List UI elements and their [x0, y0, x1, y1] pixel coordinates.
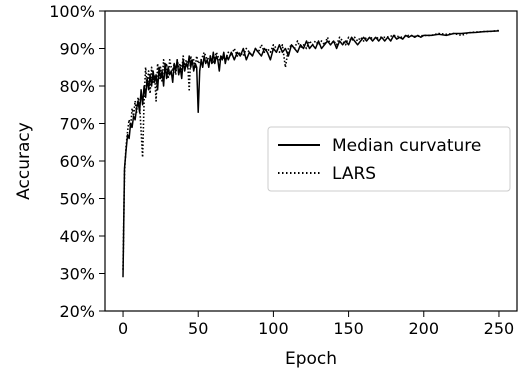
y-tick-label: 90%	[59, 40, 95, 59]
legend-label-lars: LARS	[332, 164, 376, 184]
y-axis-ticks: 20% 30% 40% 50% 60% 70% 80% 90% 100%	[49, 2, 105, 321]
x-tick-label: 150	[333, 319, 364, 338]
x-tick-label: 100	[258, 319, 289, 338]
y-axis-title: Accuracy	[14, 122, 34, 200]
series-line-lars	[122, 29, 500, 270]
legend: Median curvature LARS	[267, 126, 511, 192]
y-tick-label: 40%	[59, 227, 95, 246]
x-tick-label: 50	[188, 319, 208, 338]
legend-box	[267, 126, 511, 192]
y-tick-label: 80%	[59, 77, 95, 96]
x-axis-ticks: 0 50 100 150 200 250	[118, 311, 514, 338]
y-tick-label: 20%	[59, 302, 95, 321]
y-tick-label: 70%	[59, 115, 95, 134]
x-tick-label: 0	[118, 319, 128, 338]
y-tick-label: 50%	[59, 190, 95, 209]
y-tick-label: 60%	[59, 152, 95, 171]
y-tick-label: 30%	[59, 265, 95, 284]
series-layer	[122, 29, 500, 278]
legend-label-median-curvature: Median curvature	[332, 136, 481, 156]
y-tick-label: 100%	[49, 2, 95, 21]
x-axis-title: Epoch	[285, 349, 337, 369]
x-tick-label: 250	[484, 319, 515, 338]
x-tick-label: 200	[409, 319, 440, 338]
